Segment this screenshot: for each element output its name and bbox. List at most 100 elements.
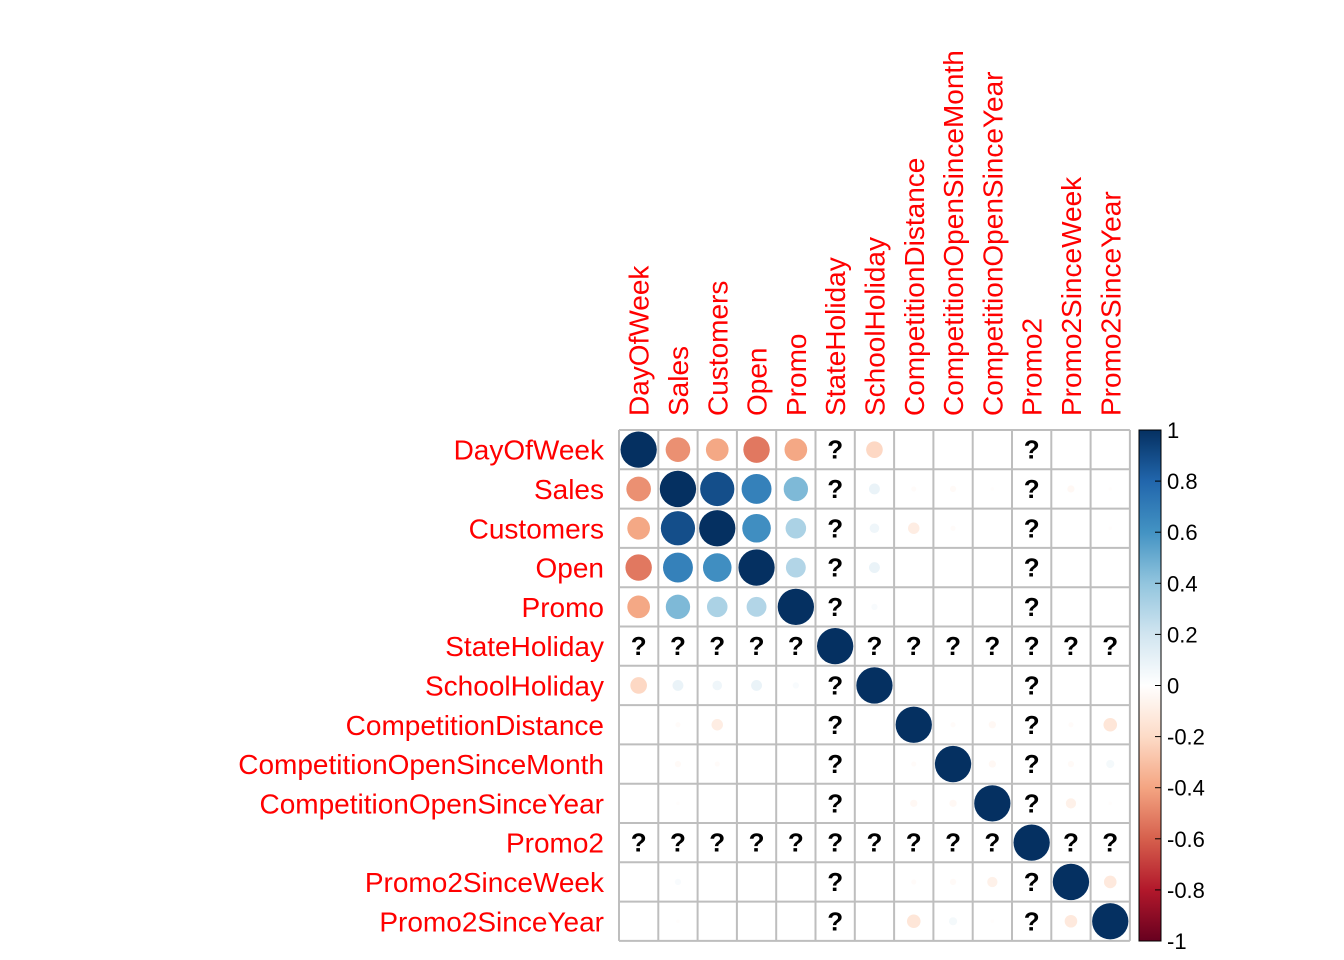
matrix-cell <box>815 705 855 745</box>
correlation-circle <box>746 596 767 617</box>
matrix-cell <box>619 705 659 745</box>
row-label: CompetitionDistance <box>346 710 604 741</box>
correlation-circle <box>705 438 729 461</box>
correlation-circle <box>706 596 728 618</box>
na-mark: ? <box>1102 631 1118 661</box>
correlation-circle <box>990 487 995 491</box>
matrix-cell <box>854 705 895 745</box>
na-mark: ? <box>631 631 647 661</box>
matrix-cell <box>697 862 737 902</box>
na-mark: ? <box>1063 631 1079 661</box>
correlation-circle <box>665 594 691 620</box>
na-mark: ? <box>1024 631 1040 661</box>
na-mark: ? <box>1024 435 1040 465</box>
matrix-cell <box>815 862 855 902</box>
correlation-circle <box>676 801 680 806</box>
correlation-circle <box>743 436 770 463</box>
grid-layer <box>618 429 1131 942</box>
column-label: Sales <box>663 346 694 416</box>
correlation-circle <box>911 761 917 767</box>
na-mark: ? <box>631 828 647 858</box>
correlation-circle <box>630 677 647 694</box>
correlation-circle <box>990 919 995 924</box>
matrix-cell <box>619 862 659 902</box>
correlation-circle <box>676 919 680 924</box>
matrix-cell <box>776 901 816 941</box>
correlation-circle <box>1108 487 1113 491</box>
colorbar-legend: 1 0.8 0.6 0.4 0.2 0 -0.2 -0.4 -0.6 -0.8 -1 <box>1138 418 1205 954</box>
matrix-cell <box>854 783 895 823</box>
na-mark: ? <box>984 631 1000 661</box>
matrix-cell <box>736 783 777 823</box>
na-mark: ? <box>867 828 883 858</box>
correlation-circle <box>1068 722 1074 728</box>
colorbar-tick-label: -0.6 <box>1167 827 1205 852</box>
matrix-cell <box>933 626 973 666</box>
na-mark: ? <box>984 828 1000 858</box>
matrix-cell <box>894 626 934 666</box>
matrix-cell <box>1012 626 1052 666</box>
column-label: Promo2 <box>1017 318 1048 416</box>
matrix-cell <box>854 626 895 666</box>
correlation-circle <box>712 680 723 691</box>
matrix-cell <box>619 626 659 666</box>
correlation-circle <box>777 588 814 625</box>
row-label: Sales <box>534 474 604 505</box>
matrix-cell <box>815 783 855 823</box>
colorbar-tick-label: 0.6 <box>1167 520 1198 545</box>
matrix-cell <box>1051 823 1091 863</box>
na-mark: ? <box>749 631 765 661</box>
correlation-circle <box>738 549 775 586</box>
correlation-circle <box>911 486 917 492</box>
na-mark: ? <box>827 553 843 583</box>
matrix-cell <box>894 823 934 863</box>
correlation-circle <box>1067 760 1075 768</box>
colorbar-tick-label: 0.8 <box>1167 469 1198 494</box>
correlation-circle <box>700 471 735 507</box>
column-label: Open <box>742 348 773 417</box>
matrix-cell <box>1090 587 1130 627</box>
correlation-circle <box>949 485 957 493</box>
correlation-circle <box>1065 798 1077 809</box>
correlation-circle <box>625 554 652 581</box>
na-mark: ? <box>827 867 843 897</box>
column-label: CompetitionOpenSinceYear <box>977 71 1008 416</box>
correlation-circle <box>910 799 918 807</box>
correlation-circle <box>702 553 732 582</box>
correlation-circle <box>934 745 972 783</box>
matrix-cell <box>933 430 973 470</box>
correlation-circle <box>987 876 998 888</box>
correlation-circle <box>1067 485 1075 493</box>
na-mark: ? <box>1024 788 1040 818</box>
matrix-cell <box>776 783 816 823</box>
matrix-cell <box>1012 665 1052 706</box>
correlation-circle <box>906 914 921 929</box>
correlation-circle <box>699 510 736 547</box>
matrix-cell <box>972 665 1012 706</box>
matrix-cell <box>894 665 934 706</box>
correlation-circle <box>866 441 883 458</box>
matrix-cell <box>854 744 895 784</box>
column-label: CompetitionDistance <box>899 158 930 416</box>
matrix-cell <box>1012 783 1052 823</box>
correlation-circle <box>783 476 809 502</box>
matrix-cell <box>972 508 1012 548</box>
na-mark: ? <box>827 670 843 700</box>
matrix-cell <box>933 823 973 863</box>
row-label: DayOfWeek <box>454 435 605 466</box>
matrix-cell <box>1051 665 1091 706</box>
matrix-cell <box>619 744 659 784</box>
correlation-circle <box>1052 863 1090 901</box>
correlation-circle <box>741 473 772 504</box>
matrix-cell <box>815 469 855 509</box>
na-mark: ? <box>788 631 804 661</box>
na-mark: ? <box>867 631 883 661</box>
row-label: Promo <box>522 592 604 623</box>
na-mark: ? <box>827 592 843 622</box>
correlation-circle <box>627 595 650 619</box>
matrix-cell <box>933 665 973 706</box>
correlation-circle <box>869 562 880 573</box>
correlation-circle <box>714 761 720 767</box>
na-mark: ? <box>827 474 843 504</box>
